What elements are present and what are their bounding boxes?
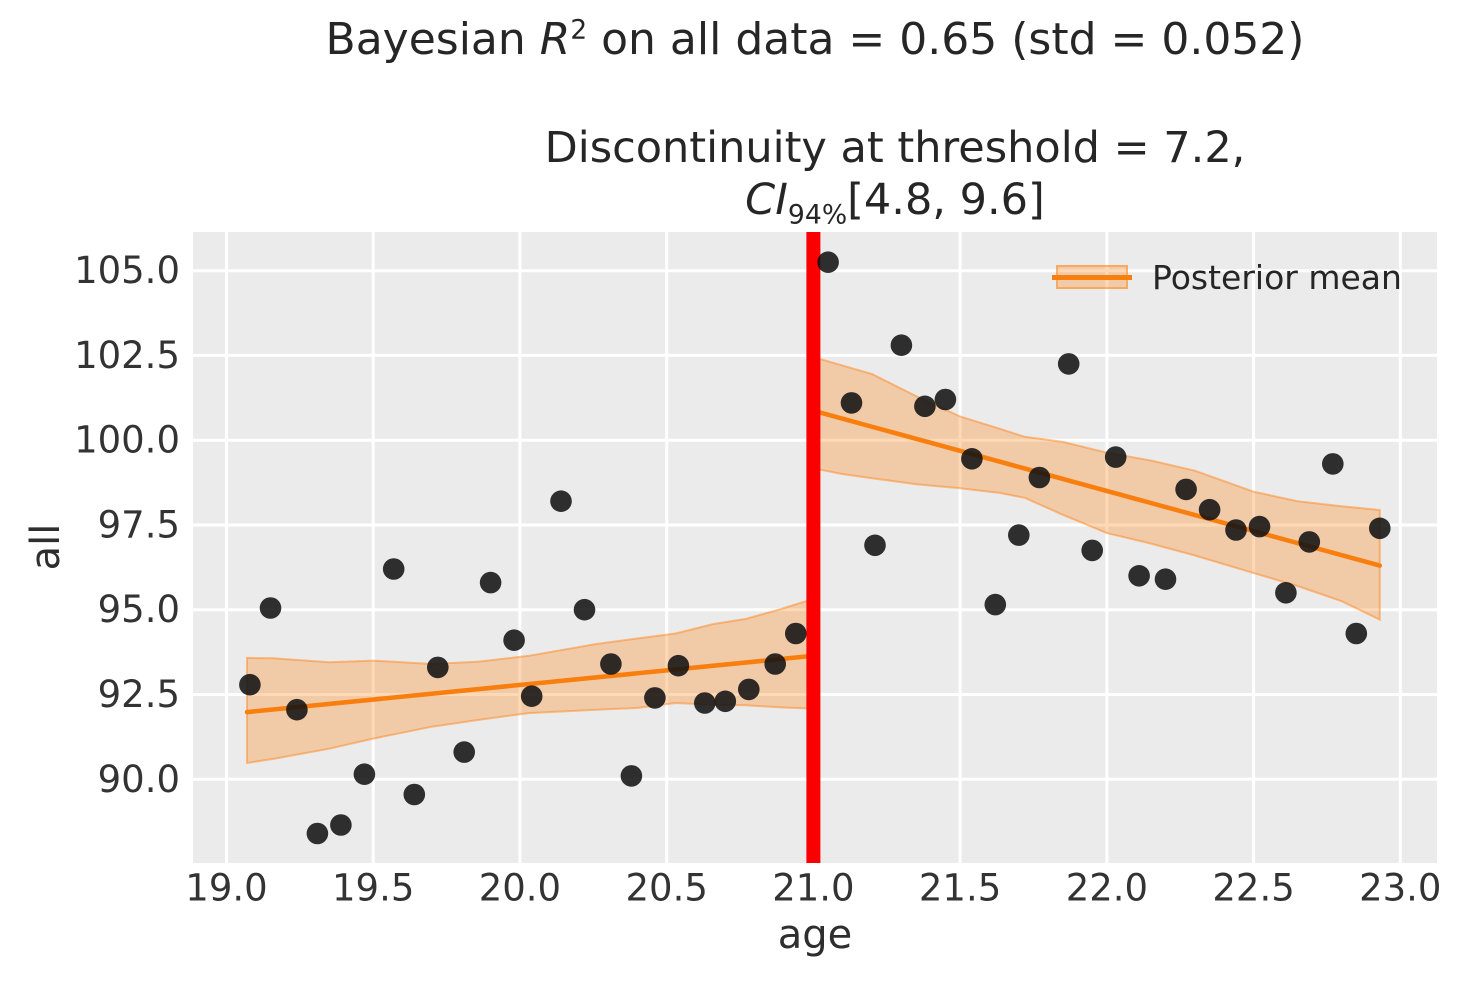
data-point <box>1175 478 1197 501</box>
data-point <box>1275 582 1297 604</box>
legend-band-swatch <box>1052 265 1132 289</box>
data-point <box>864 534 886 557</box>
x-tick-label: 19.5 <box>332 867 414 910</box>
data-point <box>1345 622 1368 645</box>
data-point <box>520 685 543 707</box>
ci-interval: [4.8, 9.6] <box>847 175 1045 226</box>
data-point <box>353 763 376 785</box>
data-point <box>1298 531 1321 553</box>
data-point <box>306 822 329 845</box>
data-point <box>914 395 936 418</box>
subtitle-line1: Discontinuity at threshold = 7.2, <box>544 123 1246 173</box>
legend: Posterior mean <box>1052 251 1402 303</box>
data-point <box>667 654 690 677</box>
data-point <box>1104 446 1127 468</box>
data-point <box>1057 353 1080 375</box>
x-tick-label: 20.5 <box>626 867 708 910</box>
x-tick-label: 21.0 <box>772 867 854 910</box>
data-point <box>1322 453 1344 475</box>
data-point <box>453 741 476 763</box>
data-point <box>427 656 449 679</box>
x-tick-label: 21.5 <box>919 867 1001 910</box>
y-tick-label: 100.0 <box>74 419 180 462</box>
data-point <box>503 629 525 651</box>
data-point <box>1198 498 1221 521</box>
data-point <box>1248 515 1271 538</box>
data-point <box>259 597 282 619</box>
x-tick-label: 23.0 <box>1359 867 1441 910</box>
data-point <box>1369 517 1391 540</box>
data-point <box>403 783 426 806</box>
x-tick-label: 20.0 <box>479 867 561 910</box>
y-tick-label: 97.5 <box>98 504 180 547</box>
data-point <box>961 448 983 470</box>
data-point <box>1128 565 1150 587</box>
y-axis-label: all <box>23 523 69 571</box>
data-point <box>1028 466 1051 489</box>
data-point <box>1008 524 1030 546</box>
x-axis-label: age <box>777 912 853 958</box>
legend-line-swatch <box>1052 274 1132 280</box>
data-point <box>764 653 786 675</box>
data-point <box>644 687 666 709</box>
y-tick-label: 92.5 <box>98 673 180 716</box>
ci-label: CI <box>745 175 788 226</box>
chart-title: Bayesian R2 on all data = 0.65 (std = 0.… <box>326 14 1305 65</box>
subtitle-line2: CI94%[4.8, 9.6] <box>545 174 1246 228</box>
data-point <box>785 622 807 645</box>
data-point <box>694 692 716 714</box>
x-tick-label: 22.0 <box>1066 867 1148 910</box>
data-point <box>1154 568 1177 590</box>
data-point <box>984 593 1007 616</box>
data-point <box>934 388 957 411</box>
y-tick-label: 95.0 <box>98 588 180 631</box>
data-point <box>1081 539 1103 562</box>
data-point <box>382 558 405 580</box>
y-tick-label: 105.0 <box>74 249 180 292</box>
data-point <box>239 673 261 696</box>
title-text-after: on all data = 0.65 (std = 0.052) <box>587 14 1305 65</box>
posterior-mean-line-right <box>811 408 1383 568</box>
data-point <box>286 698 308 721</box>
ci-subscript: 94% <box>787 200 848 232</box>
data-point <box>840 392 863 414</box>
data-point <box>479 571 502 594</box>
x-tick-label: 22.5 <box>1212 867 1294 910</box>
title-r-exponent: 2 <box>570 14 588 46</box>
data-point <box>600 653 622 675</box>
title-r-symbol: R <box>539 14 571 65</box>
y-tick-label: 90.0 <box>98 758 180 801</box>
data-point <box>890 334 913 357</box>
chart-subtitle: Discontinuity at threshold = 7.2, CI94%[… <box>544 122 1246 229</box>
data-point <box>714 690 737 713</box>
data-point <box>573 598 596 621</box>
data-point <box>620 765 643 787</box>
data-point <box>330 814 352 836</box>
legend-label: Posterior mean <box>1152 257 1402 297</box>
y-tick-label: 102.5 <box>74 334 180 377</box>
data-point <box>817 251 839 273</box>
data-point <box>550 490 572 512</box>
x-tick-label: 19.0 <box>185 867 267 910</box>
data-point <box>1225 519 1247 541</box>
title-text-before: Bayesian <box>325 14 540 65</box>
data-point <box>738 678 760 701</box>
posterior-mean-line-left <box>244 653 816 715</box>
